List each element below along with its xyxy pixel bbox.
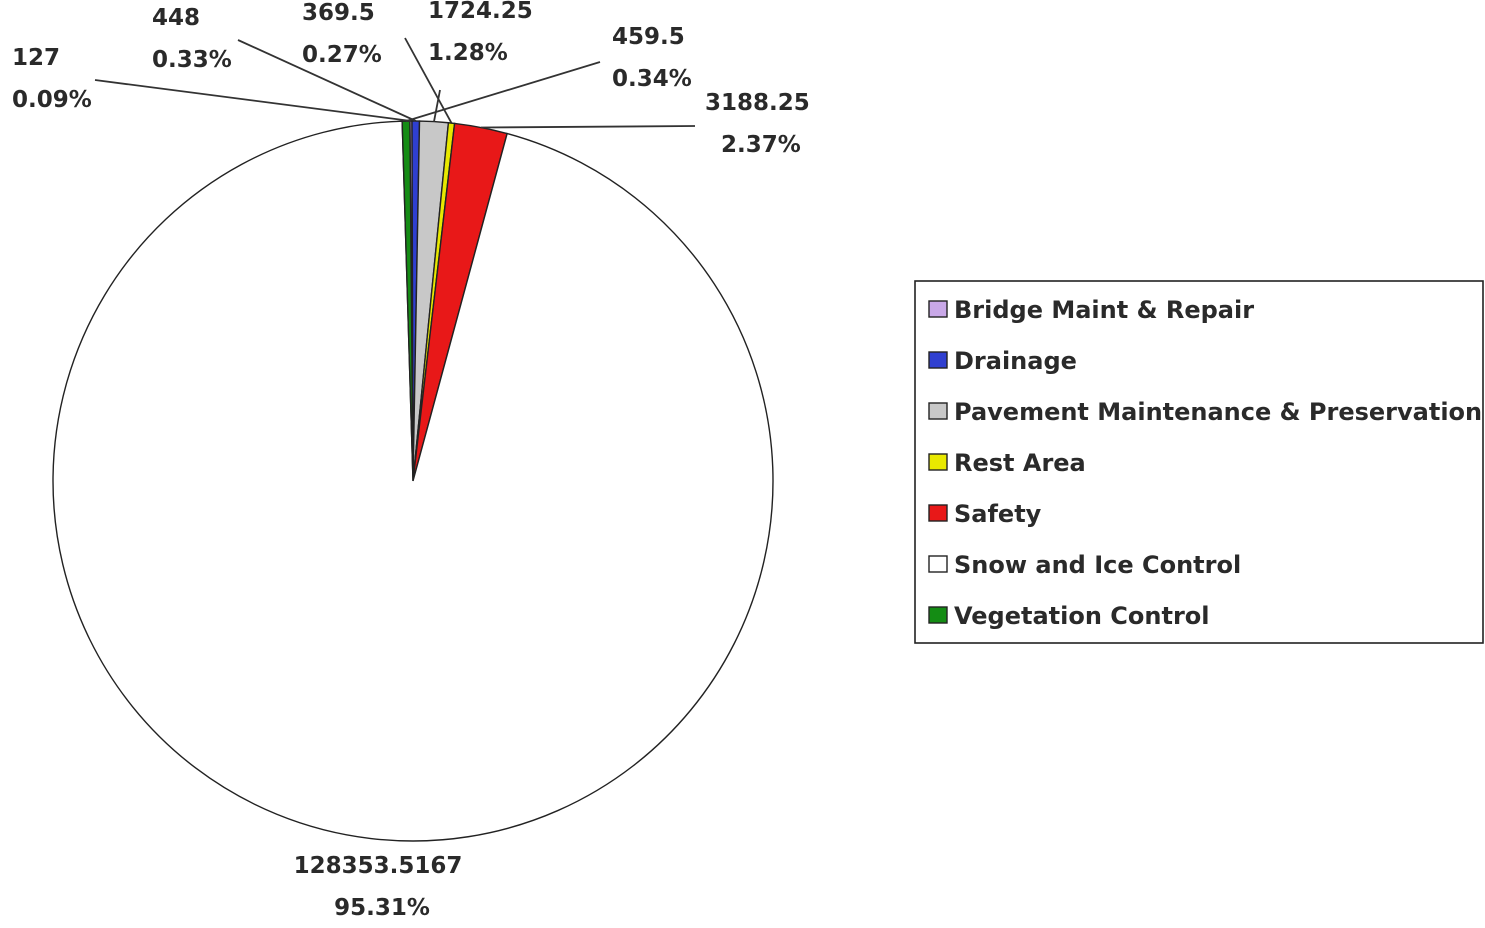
percent-label-bridge-maint-and-repair: 0.09%: [12, 87, 92, 113]
legend-label-safety: Safety: [954, 500, 1042, 528]
leader-line-drainage: [237, 39, 417, 122]
legend-label-rest-area: Rest Area: [954, 449, 1086, 477]
percent-label-drainage: 0.33%: [152, 47, 232, 73]
legend: Bridge Maint & Repair Drainage Pavement Ma…: [914, 280, 1484, 644]
leader-lines: [94, 37, 696, 129]
leader-line-bridge-maint-and-repair: [94, 79, 412, 122]
percent-label-snow-and-ice-control: 95.31%: [334, 895, 430, 921]
pie-slices: [52, 120, 774, 842]
leader-line-safety: [480, 125, 696, 129]
percent-label-rest-area: 0.27%: [302, 42, 382, 68]
value-label-drainage: 448: [152, 5, 200, 31]
legend-swatch-drainage: [928, 351, 948, 369]
value-label-vegetation-control: 459.5: [612, 24, 685, 50]
value-label-safety: 3188.25: [705, 90, 810, 116]
legend-label-drainage: Drainage: [954, 347, 1077, 375]
percent-label-pavement-maintenance-and-preservation: 1.28%: [428, 40, 508, 66]
legend-swatch-pavement-maintenance-and-preservation: [928, 402, 948, 420]
leader-line-pavement-maintenance-and-preservation: [433, 89, 441, 122]
value-label-bridge-maint-and-repair: 127: [12, 45, 60, 71]
legend-swatch-safety: [928, 504, 948, 522]
legend-label-vegetation-control: Vegetation Control: [954, 602, 1210, 630]
value-label-snow-and-ice-control: 128353.5167: [294, 853, 463, 879]
legend-label-bridge-maint-and-repair: Bridge Maint & Repair: [954, 296, 1254, 324]
data-labels: 127 0.09% 448 0.33% 1724.25 1.28% 369.5 0.27% 31…: [12, 0, 810, 921]
percent-label-vegetation-control: 0.34%: [612, 66, 692, 92]
leader-line-vegetation-control: [405, 61, 601, 122]
legend-swatch-rest-area: [928, 453, 948, 471]
legend-label-pavement-maintenance-and-preservation: Pavement Maintenance & Preservation: [954, 398, 1482, 426]
legend-swatch-vegetation-control: [928, 606, 948, 624]
legend-swatch-snow-and-ice-control: [928, 555, 948, 573]
legend-frame: [914, 280, 1484, 644]
value-label-pavement-maintenance-and-preservation: 1724.25: [428, 0, 533, 24]
legend-swatch-bridge-maint-and-repair: [928, 300, 948, 318]
pie-slice-snow-and-ice-control: [52, 120, 774, 842]
legend-label-snow-and-ice-control: Snow and Ice Control: [954, 551, 1241, 579]
percent-label-safety: 2.37%: [721, 132, 801, 158]
value-label-rest-area: 369.5: [302, 0, 375, 26]
